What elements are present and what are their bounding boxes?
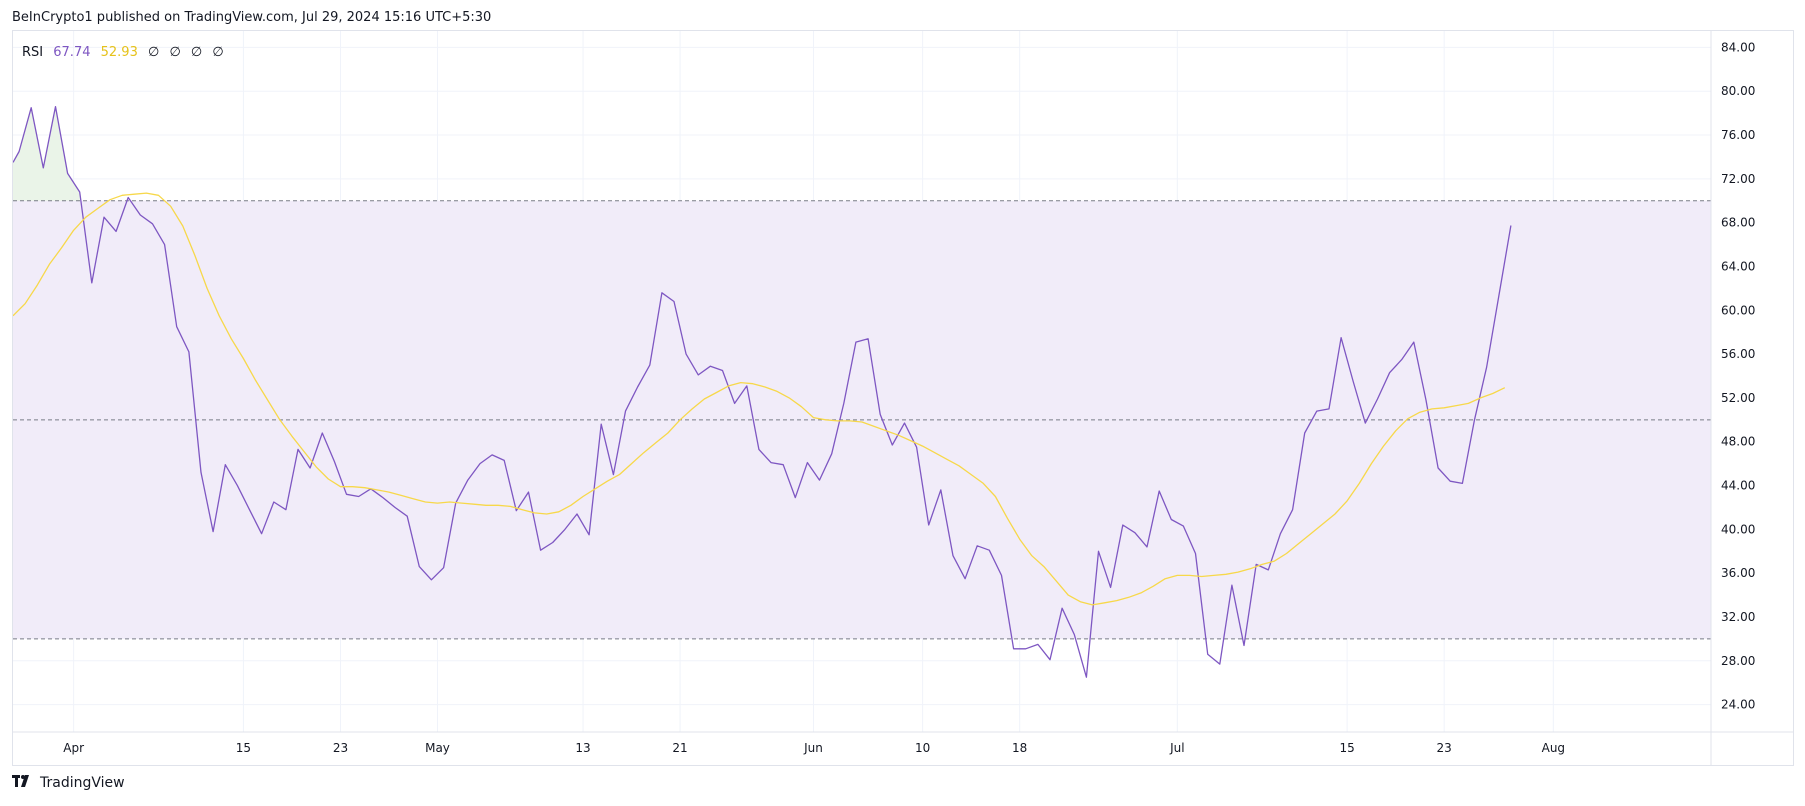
x-tick-label: 15 [1340,741,1355,755]
x-tick-label: 13 [575,741,590,755]
legend-extra-2: ∅ [169,45,181,60]
y-tick-label: 68.00 [1721,216,1755,230]
y-tick-label: 44.00 [1721,479,1755,493]
x-tick-label: 10 [915,741,930,755]
footer-brand[interactable]: TradingView [40,775,125,791]
chart-panel[interactable]: 84.00 80.00 76.00 72.00 68.00 64.00 60.00 56.00… [12,30,1794,766]
legend-ma-value: 52.93 [100,45,138,60]
x-tick-label: 18 [1012,741,1027,755]
y-tick-label: 52.00 [1721,391,1755,405]
y-tick-label: 76.00 [1721,128,1755,142]
y-tick-label: 84.00 [1721,40,1755,54]
rsi-chart[interactable]: 84.00 80.00 76.00 72.00 68.00 64.00 60.00 56.00… [13,31,1793,765]
y-tick-label: 72.00 [1721,172,1755,186]
x-tick-label: Jun [803,741,823,755]
x-tick-label: 23 [333,741,348,755]
legend-extra-3: ∅ [190,45,203,60]
x-tick-label: May [425,741,450,755]
y-tick-label: 60.00 [1721,303,1755,317]
x-tick-label: 21 [672,741,687,755]
x-tick-label: 15 [236,741,251,755]
y-tick-label: 40.00 [1721,522,1755,536]
legend-rsi-value: 67.74 [53,45,91,60]
y-tick-label: 32.00 [1721,610,1755,624]
x-tick-label: Aug [1542,741,1565,755]
y-tick-label: 80.00 [1721,84,1755,98]
x-tick-label: 23 [1437,741,1452,755]
rsi-series-line [13,105,1512,678]
x-tick-label: Apr [63,741,84,755]
indicator-legend: RSI 67.74 52.93 ∅ ∅ ∅ ∅ [22,45,230,60]
footer: TradingView [12,775,125,791]
y-tick-label: 24.00 [1721,698,1755,712]
legend-extra-1: ∅ [147,45,160,60]
y-tick-label: 28.00 [1721,654,1755,668]
published-by-text: BeInCrypto1 published on TradingView.com… [12,10,492,25]
y-tick-label: 36.00 [1721,566,1755,580]
y-tick-label: 56.00 [1721,347,1755,361]
legend-indicator-name[interactable]: RSI [22,45,44,60]
legend-extra-4: ∅ [212,45,224,60]
x-tick-label: Jul [1169,741,1184,755]
ma-series-line [13,192,1506,606]
tradingview-logo-icon[interactable] [12,775,34,791]
y-tick-label: 48.00 [1721,435,1755,449]
y-tick-label: 64.00 [1721,259,1755,273]
